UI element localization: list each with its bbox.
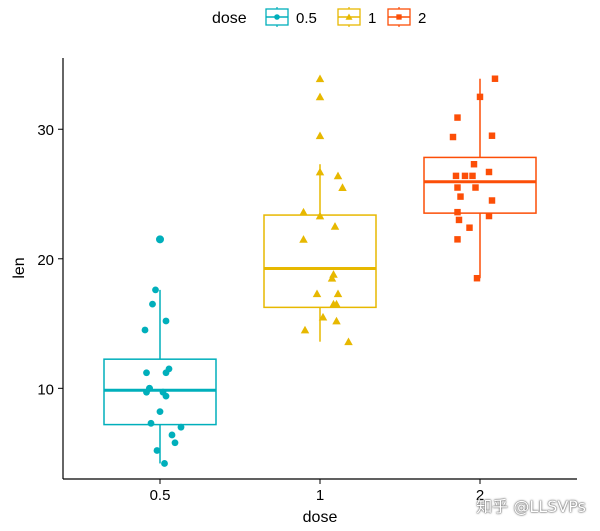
data-point [329, 270, 338, 278]
data-point [315, 74, 325, 83]
data-point [455, 216, 463, 224]
data-point [315, 131, 325, 140]
data-point [449, 133, 457, 141]
data-point [156, 408, 164, 416]
data-point [162, 392, 170, 400]
data-point [461, 172, 469, 180]
data-point [171, 439, 179, 447]
data-point [299, 207, 308, 216]
data-point [152, 286, 159, 294]
data-point [338, 183, 347, 191]
legend-key-marker [345, 13, 353, 20]
x-tick-label-1: 1 [316, 487, 324, 504]
watermark: 知乎 @LLSVPs [476, 497, 586, 516]
data-point [168, 431, 176, 439]
data-point [143, 369, 150, 377]
data-point [476, 93, 484, 101]
data-point [454, 184, 461, 191]
data-point [329, 299, 338, 308]
legend: dose 0.5 1 2 [212, 7, 426, 27]
legend-key-marker [274, 14, 280, 20]
data-point [485, 168, 493, 176]
box-iqr [423, 156, 537, 214]
data-point [315, 167, 325, 176]
data-point [162, 317, 170, 325]
points-2 [449, 75, 499, 282]
data-point [318, 312, 328, 321]
data-point [333, 171, 343, 180]
data-point [491, 75, 499, 82]
y-tick-label: 10 [37, 381, 54, 398]
legend-entry-0.5: 0.5 [265, 7, 317, 27]
y-ticks: 10 20 30 [37, 122, 63, 398]
data-point [454, 208, 461, 216]
data-points [141, 74, 499, 467]
box-2 [423, 78, 537, 279]
x-tick-label-2: 2 [476, 487, 484, 504]
data-point [472, 184, 479, 191]
x-tick-label-0.5: 0.5 [150, 487, 171, 504]
data-point [488, 197, 496, 204]
data-point [149, 300, 156, 308]
data-point [141, 326, 149, 334]
axes: 10 20 30 0.5 1 2 dose len [11, 58, 577, 526]
x-axis-label: dose [303, 509, 338, 526]
box-0.5 [103, 235, 217, 464]
data-point [344, 337, 353, 346]
data-point [488, 132, 496, 139]
data-point [485, 212, 493, 220]
data-point [466, 224, 473, 231]
legend-label-0.5: 0.5 [296, 10, 317, 27]
data-point [147, 419, 155, 427]
y-tick-label: 20 [37, 252, 54, 269]
legend-label-1: 1 [368, 10, 376, 27]
data-point [470, 160, 478, 168]
data-point [469, 172, 476, 180]
legend-entry-1: 1 [337, 7, 376, 27]
data-point [143, 388, 150, 396]
legend-label-2: 2 [418, 10, 426, 27]
data-point [162, 369, 170, 377]
y-axis-label: len [11, 257, 28, 278]
y-tick-label: 30 [37, 122, 54, 139]
data-point [300, 325, 310, 334]
legend-title: dose [212, 10, 247, 27]
points-1 [299, 74, 353, 346]
data-point [177, 423, 185, 431]
data-point [452, 172, 460, 180]
data-point [454, 236, 461, 243]
data-point [457, 193, 464, 200]
data-point [153, 447, 161, 454]
legend-entry-2: 2 [387, 7, 426, 27]
data-point [312, 289, 322, 298]
box-iqr [103, 358, 217, 426]
legend-key-marker [396, 14, 402, 20]
data-point [330, 222, 340, 230]
data-point [333, 289, 343, 298]
data-point [332, 316, 341, 325]
data-point [454, 114, 461, 121]
points-0.5 [141, 235, 185, 467]
data-point [299, 235, 308, 243]
x-ticks: 0.5 1 2 [150, 479, 484, 504]
data-point [315, 211, 325, 220]
data-point [473, 274, 481, 282]
data-point [161, 460, 168, 467]
data-point [327, 273, 337, 282]
data-point [156, 235, 164, 243]
box-iqr [263, 214, 377, 309]
box-1 [263, 164, 377, 342]
data-point [315, 92, 325, 101]
